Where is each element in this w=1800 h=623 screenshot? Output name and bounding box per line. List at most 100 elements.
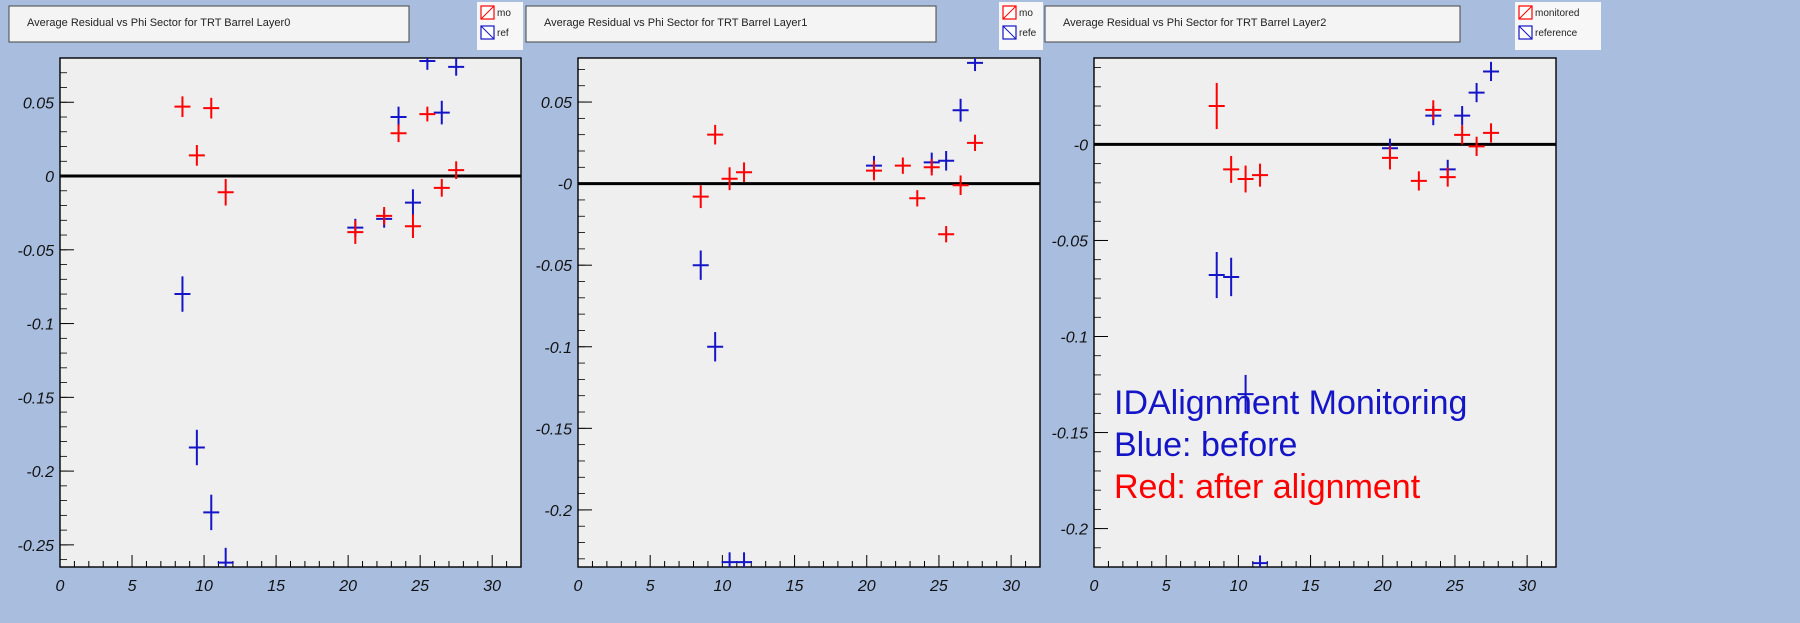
legend-label-0: monitored — [1535, 8, 1579, 19]
y-tick-label: -0.2 — [1060, 522, 1088, 539]
data-points — [1208, 61, 1500, 567]
monitored-point — [707, 124, 724, 145]
monitored-point — [1252, 163, 1269, 187]
legend-label-0: mo — [1019, 8, 1033, 19]
y-tick-label: -0.25 — [18, 538, 55, 555]
reference-point — [1468, 82, 1485, 103]
monitored-point — [217, 178, 234, 206]
monitored-point — [1208, 82, 1225, 130]
chart-panel-2: Average Residual vs Phi Sector for TRT B… — [1044, 2, 1601, 595]
data-points — [174, 58, 465, 567]
monitored-point — [1483, 123, 1500, 143]
reference-point — [203, 494, 220, 531]
monitored-point — [174, 96, 191, 118]
x-tick-label: 0 — [1090, 578, 1099, 595]
x-tick-label: 15 — [786, 578, 804, 595]
chart-title: Average Residual vs Phi Sector for TRT B… — [544, 17, 807, 29]
x-tick-label: 25 — [929, 578, 948, 595]
monitored-point — [721, 167, 738, 191]
y-tick-label: -0.15 — [1052, 426, 1089, 443]
monitored-point — [967, 134, 984, 151]
monitored-point — [404, 214, 421, 238]
title-box — [525, 5, 937, 43]
reference-point — [188, 429, 205, 466]
reference-point — [952, 98, 969, 122]
reference-point — [174, 276, 191, 312]
plot-frame — [577, 57, 1041, 568]
y-tick-label: -0.05 — [1052, 233, 1089, 250]
monitored-point — [1425, 100, 1442, 120]
legend: monitored reference — [1515, 2, 1601, 50]
x-tick-label: 0 — [574, 578, 583, 595]
monitored-point — [433, 178, 450, 197]
annotation-blue-before: Blue: before — [1114, 426, 1298, 464]
legend-hatch-0 — [1002, 5, 1017, 20]
x-tick-label: 20 — [857, 578, 876, 595]
legend-hatch-0 — [1518, 5, 1533, 20]
y-tick-label: 0.05 — [541, 95, 572, 112]
y-tick-label: -0.15 — [536, 421, 573, 438]
y-tick-label: -0.2 — [544, 503, 572, 520]
monitored-point — [188, 145, 205, 166]
reference-point — [1237, 374, 1254, 414]
reference-point — [390, 106, 407, 128]
legend-label-1: ref — [497, 28, 509, 39]
reference-point — [1208, 251, 1225, 299]
y-tick-label: -0.2 — [26, 464, 54, 481]
reference-point — [433, 100, 450, 125]
y-tick-label: 0 — [45, 169, 54, 186]
legend-label-0: mo — [497, 8, 511, 19]
x-tick-label: 5 — [128, 578, 137, 595]
monitored-point — [1237, 165, 1254, 193]
reference-point — [448, 58, 465, 76]
reference-point — [419, 58, 436, 70]
monitored-point — [390, 124, 407, 143]
legend-hatch-1 — [1002, 25, 1017, 40]
reference-point — [707, 332, 724, 362]
monitored-point — [347, 220, 364, 244]
x-tick-label: 30 — [1518, 578, 1536, 595]
monitored-point — [865, 160, 882, 181]
legend-label-1: refe — [1019, 28, 1037, 39]
monitored-point — [692, 185, 709, 209]
legend-hatch-1 — [480, 25, 495, 40]
reference-point — [1483, 61, 1500, 82]
monitored-point — [1454, 125, 1471, 145]
x-tick-label: 30 — [1002, 578, 1020, 595]
monitored-point — [1381, 146, 1398, 170]
y-tick-label: -0.1 — [1060, 330, 1088, 347]
x-tick-label: 25 — [410, 578, 429, 595]
y-tick-label: -0.15 — [18, 390, 55, 407]
annotation-title: IDAlignment Monitoring — [1114, 384, 1468, 422]
monitored-point — [1468, 136, 1485, 156]
legend: mo ref — [477, 2, 523, 50]
title-box — [1044, 5, 1461, 43]
y-tick-label: -0.1 — [26, 317, 54, 334]
y-tick-label: 0.05 — [23, 95, 54, 112]
reference-point — [1252, 555, 1269, 567]
monitored-point — [1223, 155, 1240, 183]
x-tick-label: 15 — [267, 578, 285, 595]
reference-point — [736, 552, 753, 567]
reference-point — [404, 189, 421, 216]
monitored-point — [736, 162, 753, 182]
title-box — [8, 5, 410, 43]
legend-hatch-1 — [1518, 25, 1533, 40]
monitored-point — [448, 161, 465, 179]
chart-panel-0: Average Residual vs Phi Sector for TRT B… — [8, 2, 523, 595]
legend: mo refe — [999, 2, 1043, 50]
monitored-point — [909, 190, 926, 207]
monitored-point — [1439, 167, 1456, 187]
y-tick-label: -0 — [558, 177, 572, 194]
monitored-point — [1410, 171, 1427, 191]
chart-title: Average Residual vs Phi Sector for TRT B… — [27, 17, 290, 29]
legend-label-1: reference — [1535, 28, 1578, 39]
x-tick-label: 10 — [195, 578, 213, 595]
monitored-point — [376, 207, 393, 225]
reference-point — [721, 552, 738, 567]
chart-title: Average Residual vs Phi Sector for TRT B… — [1063, 17, 1326, 29]
y-tick-label: -0.05 — [18, 243, 55, 260]
x-tick-label: 15 — [1302, 578, 1320, 595]
monitored-point — [203, 97, 220, 119]
